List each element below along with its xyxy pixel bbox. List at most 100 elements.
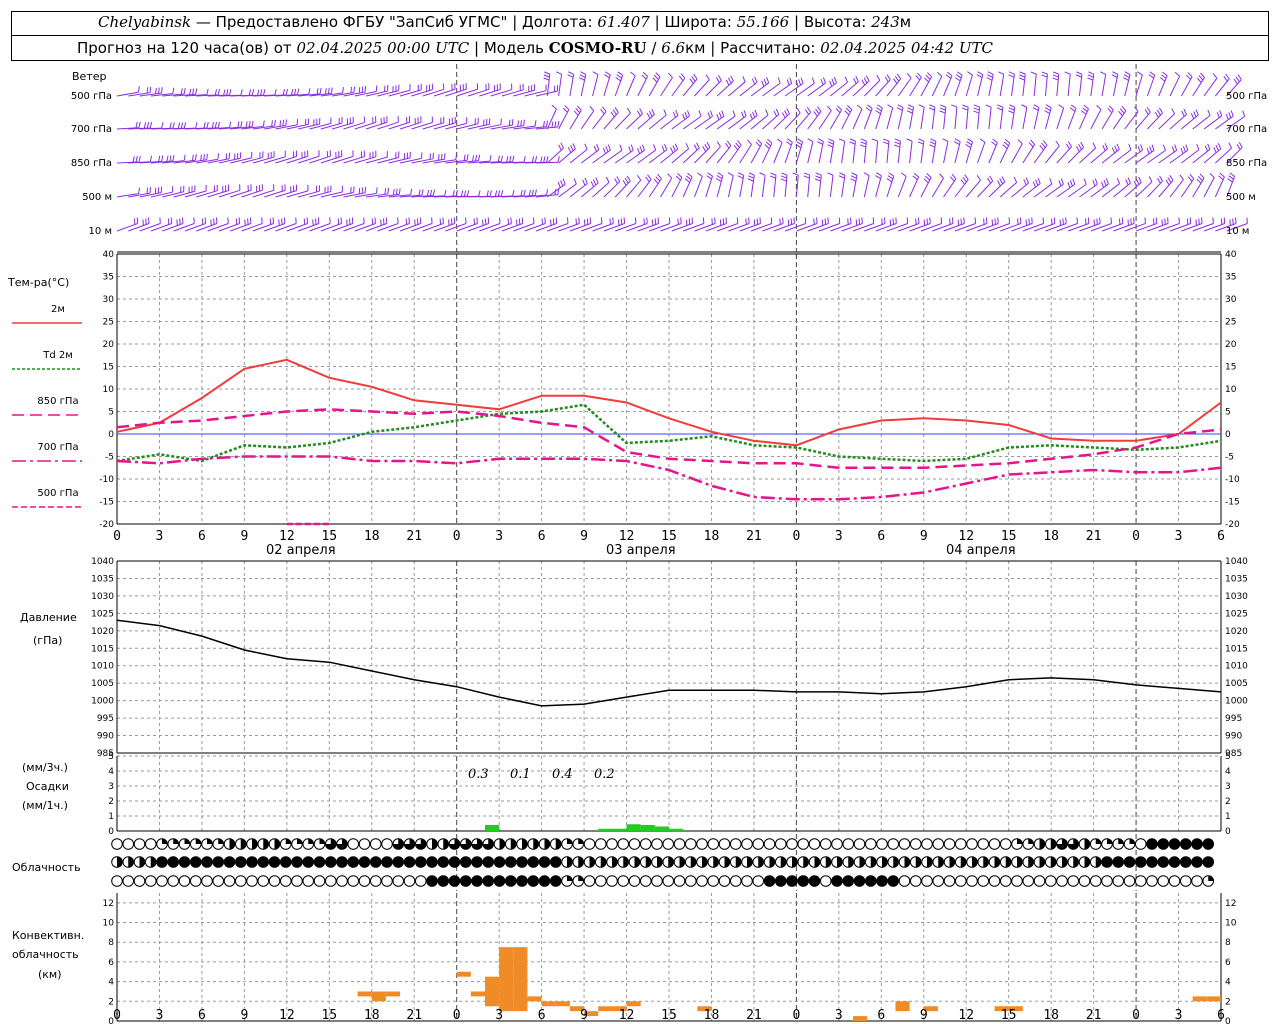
- cloud-cover-full: [201, 856, 213, 868]
- wind-barb-feather: [702, 146, 707, 152]
- wind-barb-feather: [715, 77, 720, 83]
- wind-barb-feather: [804, 109, 810, 115]
- wind-barb-feather: [494, 190, 498, 197]
- cloud-cover-full: [865, 875, 877, 887]
- wind-barb-shaft: [1147, 180, 1163, 198]
- wind-barb-shaft: [411, 89, 433, 97]
- cloud-cover-mark: [111, 875, 123, 887]
- wind-barb-feather: [279, 120, 282, 127]
- wind-level-left: 700 гПа: [71, 124, 112, 135]
- wind-barb-feather: [169, 155, 172, 162]
- cloud-cover-part: [139, 856, 145, 868]
- cloud-cover-part: [859, 856, 865, 868]
- wind-barb-feather: [1028, 142, 1034, 148]
- wind-barb-shaft: [1214, 78, 1230, 97]
- wind-barb-feather: [263, 89, 266, 96]
- wind-barb-feather: [777, 138, 783, 144]
- conv-bar: [385, 991, 401, 997]
- wind-barb-feather: [1111, 147, 1116, 154]
- wind-barb-feather: [622, 179, 627, 186]
- wind-barb-feather: [883, 138, 890, 142]
- cloud-cover-part: [634, 856, 640, 868]
- wind-barb-shaft: [739, 223, 761, 232]
- wind-barb-shaft: [637, 114, 655, 130]
- wind-barb-shaft: [1158, 223, 1180, 232]
- wind-barb-feather: [604, 74, 610, 79]
- cloud-cover-part: [780, 856, 787, 868]
- cloud-cover-part: [983, 856, 989, 868]
- wind-barb-shaft: [1056, 223, 1078, 232]
- wind-barb-feather: [206, 153, 208, 160]
- temp-tick-left: 15: [103, 363, 114, 373]
- wind-barb-shaft: [1022, 223, 1044, 232]
- cloud-cover-part: [949, 856, 955, 868]
- wind-barb-shaft: [943, 141, 949, 164]
- wind-barb-shaft: [716, 115, 736, 130]
- wind-barb-shaft: [852, 80, 870, 97]
- wind-barb-feather: [985, 104, 992, 108]
- wind-barb-shaft: [909, 223, 931, 232]
- wind-barb-shaft: [1203, 77, 1218, 97]
- wind-barb-feather: [274, 89, 277, 96]
- cloud-cover-mark: [1056, 875, 1068, 887]
- wind-barb-feather: [1013, 176, 1018, 183]
- wind-barb-feather: [727, 172, 734, 176]
- wind-barb-shaft: [1045, 145, 1060, 164]
- wind-barb-shaft: [433, 159, 456, 164]
- wind-barb-shaft: [1045, 183, 1064, 198]
- temp-tick-right: 10: [1225, 385, 1237, 395]
- wind-barb-shaft: [535, 161, 558, 164]
- wind-barb-shaft: [252, 156, 275, 164]
- wind-barb-shaft: [818, 175, 822, 198]
- wind-barb-shaft: [411, 158, 434, 164]
- wind-barb-shaft: [739, 144, 752, 164]
- wind-barb-feather: [584, 177, 588, 184]
- lon-value: 61.407: [597, 13, 650, 31]
- wind-barb-feather: [1104, 143, 1108, 149]
- wind-barb-shaft: [535, 223, 557, 232]
- wind-barb-feather: [674, 143, 679, 150]
- wind-barb-feather: [500, 190, 504, 197]
- cloud-cover-part: [207, 838, 213, 844]
- cloud-cover-full: [257, 856, 269, 868]
- wind-barb-shaft: [298, 123, 320, 130]
- cloud-cover-mark: [966, 838, 978, 850]
- cloud-cover-part: [1073, 856, 1079, 868]
- pres-tick-left: 1035: [91, 574, 114, 584]
- wind-barb-shaft: [162, 223, 184, 232]
- wind-barb-feather: [642, 144, 645, 151]
- wind-barb-feather: [543, 77, 550, 81]
- wind-barb-feather: [146, 187, 149, 194]
- wind-barb-shaft: [524, 223, 546, 232]
- wind-barb-shaft: [162, 191, 184, 198]
- wind-level-left: 850 гПа: [71, 158, 112, 169]
- wind-barb-shaft: [1124, 111, 1139, 130]
- cloud-cover-part: [1056, 838, 1068, 850]
- wind-barb-feather: [1148, 74, 1155, 79]
- wind-barb-feather: [1080, 141, 1085, 148]
- wind-barb-shaft: [762, 82, 781, 97]
- temp-tick-right: 20: [1225, 340, 1237, 350]
- wind-barb-feather: [1042, 140, 1048, 146]
- wind-barb-feather: [1075, 74, 1082, 78]
- temp-tick-right: 35: [1225, 273, 1236, 283]
- cloud-cover-mark: [628, 875, 641, 887]
- cloud-cover-mark: [223, 875, 236, 887]
- wind-barb-shaft: [173, 93, 196, 97]
- wind-barb-shaft: [999, 74, 1005, 97]
- wind-barb-feather: [191, 154, 194, 161]
- temp-tick-right: 5: [1225, 408, 1231, 418]
- wind-barb-feather: [612, 109, 617, 115]
- wind-barb-shaft: [818, 223, 840, 232]
- wind-barb-shaft: [128, 92, 151, 97]
- wind-barb-shaft: [626, 223, 648, 232]
- wind-barb-feather: [546, 189, 549, 196]
- wind-barb-shaft: [456, 223, 478, 232]
- wind-barb-shaft: [501, 89, 524, 97]
- cloud-cover-mark: [696, 875, 708, 887]
- wind-barb-feather: [829, 80, 833, 87]
- day-label-2: 03 апреля: [606, 543, 676, 558]
- wind-barb-feather: [138, 155, 141, 163]
- wind-barb-shaft: [388, 157, 411, 164]
- wind-barb-feather: [1140, 144, 1144, 151]
